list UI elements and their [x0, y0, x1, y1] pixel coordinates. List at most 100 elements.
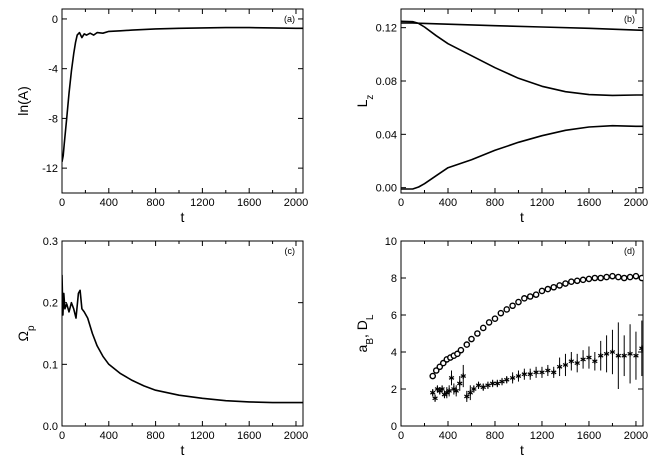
series-line-1 [62, 274, 303, 404]
data-point-circle [485, 319, 493, 326]
y-axis-label: ln(A) [15, 86, 31, 116]
plot-area [62, 274, 303, 404]
data-point-star [475, 382, 482, 389]
x-tick-label: 400 [439, 430, 457, 442]
data-point-star [533, 369, 539, 376]
data-point-star [489, 380, 496, 387]
y-tick-label: -4 [48, 64, 58, 76]
data-point-star [580, 356, 586, 363]
x-axis-label: t [181, 209, 185, 225]
data-point-star [621, 352, 627, 359]
data-point-circle [626, 273, 634, 281]
y-tick-label: 2 [391, 384, 397, 396]
x-tick-label: 2000 [284, 430, 308, 442]
x-tick-label: 2000 [624, 197, 648, 209]
panel-a: 0 400 800 1200 1600 2000 -12 -8 -4 0 (a) t ln(A) [15, 8, 308, 225]
data-point-star [480, 384, 486, 390]
data-point-circle [573, 277, 581, 285]
y-tick-label: -8 [48, 113, 58, 125]
x-tick-label: 400 [100, 430, 118, 442]
data-point-circle [597, 274, 605, 282]
data-point-star [539, 369, 545, 376]
series-line-3 [401, 124, 643, 190]
x-tick-label: 1600 [237, 430, 261, 442]
plot-frame [61, 8, 304, 194]
data-point-star [448, 375, 455, 381]
data-point-star [429, 389, 436, 396]
panel-label: (b) [624, 14, 635, 24]
y-tick-label: 0.3 [43, 236, 58, 248]
series-line-1 [62, 26, 303, 163]
data-point-star [603, 351, 610, 357]
data-point-star [568, 358, 575, 365]
x-tick-label: 0 [398, 197, 404, 209]
x-tick-label: 1200 [530, 197, 554, 209]
y-tick-label: 0.0 [43, 421, 58, 433]
data-point-circle [615, 273, 622, 281]
data-point-star [586, 354, 592, 361]
data-point-star [633, 352, 639, 359]
data-point-star [521, 371, 528, 377]
panel-d: 0 400 800 1200 1600 2000 0 2 4 6 8 10 (d) t aB, DL [354, 236, 648, 458]
data-point-circle [579, 276, 587, 284]
x-tick-label: 1200 [190, 197, 214, 209]
data-point-star [464, 393, 470, 400]
data-point-star [457, 380, 463, 387]
data-point-star [592, 358, 598, 365]
plot-frame [61, 240, 304, 427]
y-tick-label: 0.12 [376, 23, 397, 35]
data-point-star [439, 386, 445, 392]
y-tick-label: 0 [52, 14, 58, 26]
y-tick-label: 0 [391, 421, 397, 433]
data-point-circle [591, 274, 599, 282]
y-tick-label: 0.08 [376, 76, 397, 88]
data-point-star [499, 378, 505, 385]
data-point-circle [457, 346, 465, 354]
data-point-star [446, 388, 452, 394]
x-tick-label: 1600 [577, 430, 601, 442]
data-point-circle [550, 283, 558, 291]
data-point-star [460, 373, 466, 379]
data-point-circle [562, 280, 569, 287]
data-point-circle [474, 330, 481, 337]
x-tick-label: 2000 [624, 430, 648, 442]
data-point-circle [515, 298, 522, 306]
data-point-circle [568, 278, 575, 286]
data-point-circle [497, 309, 505, 317]
data-point-circle [521, 295, 528, 302]
y-tick-label: 0.2 [43, 298, 58, 310]
data-point-circle [532, 291, 540, 298]
x-tick-label: 800 [486, 430, 504, 442]
data-point-circle [463, 341, 471, 348]
data-point-star [453, 388, 459, 394]
x-tick-label: 0 [59, 430, 65, 442]
x-tick-label: 0 [398, 430, 404, 442]
data-point-circle [620, 274, 628, 282]
series-line-1 [401, 22, 643, 32]
data-point-star [509, 375, 516, 381]
data-point-star [627, 351, 633, 357]
plot-area [401, 20, 643, 190]
series-line-2 [401, 20, 643, 97]
x-tick-label: 400 [439, 197, 457, 209]
data-point-circle [509, 302, 516, 310]
data-point-star [550, 369, 557, 376]
data-point-star [556, 364, 563, 370]
x-tick-label: 1200 [530, 430, 554, 442]
data-point-circle [585, 275, 593, 283]
data-point-star [515, 373, 522, 379]
data-point-star [609, 349, 616, 355]
y-tick-label: 4 [391, 347, 397, 359]
x-axis-label: t [520, 442, 524, 458]
panel-b: 0 400 800 1200 1600 2000 0.00 0.04 0.08 0.12 (b) t L… [354, 8, 648, 225]
data-point-circle [538, 287, 546, 295]
y-axis-label: Ωp [15, 325, 37, 341]
data-point-circle [544, 285, 552, 293]
data-point-star [494, 380, 501, 387]
data-point-star [562, 362, 569, 368]
data-point-circle [503, 306, 511, 313]
x-tick-label: 800 [146, 197, 164, 209]
data-point-star [545, 367, 551, 374]
y-tick-label: 0.00 [376, 183, 397, 195]
